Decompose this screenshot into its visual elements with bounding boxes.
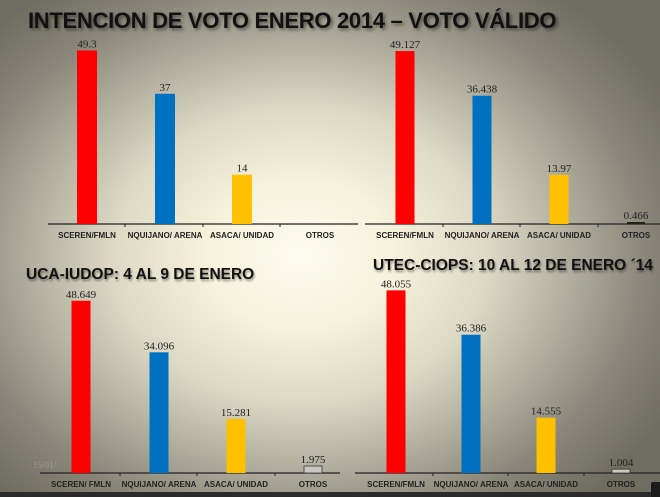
bar-top-right-sceren-fmln [395, 51, 415, 224]
x-tick-label-top-left-nquijano-arena: NQUIJANO/ ARENA [128, 231, 203, 240]
data-label-top-left-asaca-unidad: 14 [237, 163, 249, 175]
bottom-strip [0, 492, 660, 497]
x-tick-label-top-left-sceren-fmln: SCEREN/FMLN [58, 231, 116, 240]
data-label-top-right-otros: 0.466 [624, 210, 649, 222]
data-label-top-right-sceren-fmln: 49.127 [390, 39, 421, 51]
x-tick-label-bottom-right-sceren-fmln: SCEREN/FMLN [367, 480, 425, 489]
data-label-bottom-right-nquijano-arena: 36.386 [456, 323, 487, 335]
bar-bottom-left-sceren-fmln [71, 300, 91, 473]
x-tick-label-top-right-asaca-unidad: ASACA/ UNIDAD [527, 231, 591, 240]
bar-top-left-nquijano-arena [155, 93, 175, 224]
bar-top-left-sceren-fmln [77, 50, 97, 224]
x-tick-label-bottom-right-asaca-unidad: ASACA/ UNIDAD [514, 480, 578, 489]
chart-title-utec-ciops: UTEC-CIOPS: 10 AL 12 DE ENERO ´14 [373, 257, 653, 274]
bar-top-right-asaca-unidad [549, 174, 569, 224]
data-label-bottom-left-sceren-fmln: 48.649 [66, 289, 97, 301]
x-tick-label-bottom-left-nquijano-arena: NQUIJANO/ ARENA [122, 480, 197, 489]
bar-bottom-left-asaca-unidad [226, 418, 246, 473]
data-label-top-right-nquijano-arena: 36.438 [467, 84, 498, 96]
bar-top-right-nquijano-arena [472, 95, 492, 224]
data-label-top-left-nquijano-arena: 37 [160, 82, 172, 94]
data-label-bottom-left-asaca-unidad: 15.281 [221, 407, 251, 419]
x-tick-label-bottom-right-otros: OTROS [607, 480, 636, 489]
x-tick-label-top-left-otros: OTROS [306, 231, 335, 240]
bar-bottom-left-otros [303, 465, 323, 474]
bar-bottom-right-asaca-unidad [536, 417, 556, 473]
data-label-top-right-asaca-unidad: 13.97 [547, 163, 572, 175]
x-tick-label-top-left-asaca-unidad: ASACA/ UNIDAD [210, 231, 274, 240]
data-label-bottom-right-sceren-fmln: 48.055 [381, 278, 412, 290]
bar-bottom-left-nquijano-arena [149, 352, 169, 473]
slide-control[interactable] [651, 482, 660, 497]
chart-title-uca-iudop: UCA-IUDOP: 4 AL 9 DE ENERO [26, 266, 255, 283]
data-label-bottom-left-nquijano-arena: 34.096 [144, 340, 175, 352]
bar-bottom-right-otros [611, 468, 631, 474]
bar-top-left-asaca-unidad [232, 174, 252, 224]
data-label-bottom-left-otros: 1.975 [301, 454, 326, 466]
bar-top-right-otros [627, 222, 645, 224]
page-title: INTENCION DE VOTO ENERO 2014 – VOTO VÁLI… [28, 8, 557, 33]
bar-bottom-right-sceren-fmln [386, 290, 406, 473]
x-tick-label-top-right-nquijano-arena: NQUIJANO/ ARENA [445, 231, 520, 240]
date-watermark: 15/01/ [33, 460, 57, 470]
data-label-top-left-sceren-fmln: 49.3 [77, 38, 97, 50]
x-tick-label-bottom-left-otros: OTROS [299, 480, 328, 489]
x-tick-label-bottom-right-nquijano-arena: NQUIJANO/ ARENA [434, 480, 509, 489]
data-label-bottom-right-asaca-unidad: 14.555 [531, 406, 562, 418]
x-tick-label-bottom-left-asaca-unidad: ASACA/ UNIDAD [204, 480, 268, 489]
bar-bottom-right-nquijano-arena [461, 334, 481, 473]
data-label-bottom-right-otros: 1.004 [609, 457, 634, 469]
x-tick-label-top-right-otros: OTROS [622, 231, 651, 240]
x-tick-label-top-right-sceren-fmln: SCEREN/FMLN [376, 231, 434, 240]
x-tick-label-bottom-left-sceren-fmln: SCEREN/ FMLN [51, 480, 111, 489]
